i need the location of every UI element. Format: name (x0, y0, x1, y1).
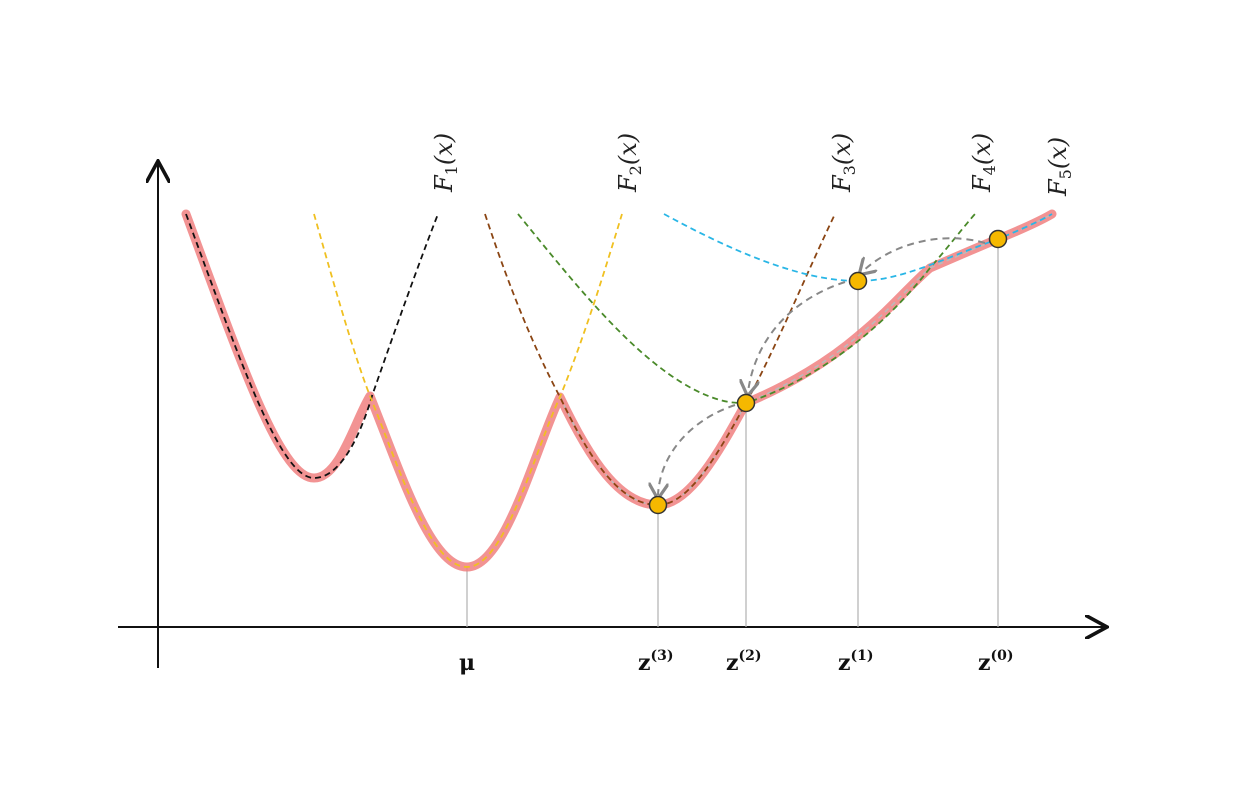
curve-F1 (185, 213, 439, 479)
arrow-z1-to-z2 (748, 281, 846, 392)
point-z0 (988, 229, 1008, 249)
tick-label-z1: z(1) (838, 648, 874, 676)
curve-F2 (313, 213, 623, 568)
label-F2: F2(x) (614, 133, 645, 193)
tick-label-z0: z(0) (978, 648, 1014, 676)
label-F1: F1(x) (430, 133, 461, 193)
label-F5: F5(x) (1044, 137, 1075, 197)
iteration-arrows (658, 237, 986, 495)
tick-label-z3: z(3) (638, 648, 674, 676)
curve-F4 (517, 213, 976, 404)
arrow-z2-to-z3 (658, 404, 736, 495)
tick-label-mu: μ (459, 650, 475, 676)
curve-labels: F1(x) F2(x) F3(x) F4(x) F5(x) (430, 133, 1075, 197)
tick-label-z2: z(2) (726, 648, 762, 676)
label-F3: F3(x) (828, 133, 859, 193)
point-z3 (648, 495, 668, 515)
point-z1 (848, 271, 868, 291)
axis-tick-labels: μ z(3) z(2) z(1) z(0) (459, 648, 1014, 676)
envelope-dashed-overlay (559, 213, 1053, 506)
curve-F5 (663, 213, 1053, 282)
arrow-z0-to-z1 (862, 237, 986, 272)
iterate-points (648, 229, 1008, 515)
label-F4: F4(x) (968, 133, 999, 193)
point-z2 (736, 393, 756, 413)
